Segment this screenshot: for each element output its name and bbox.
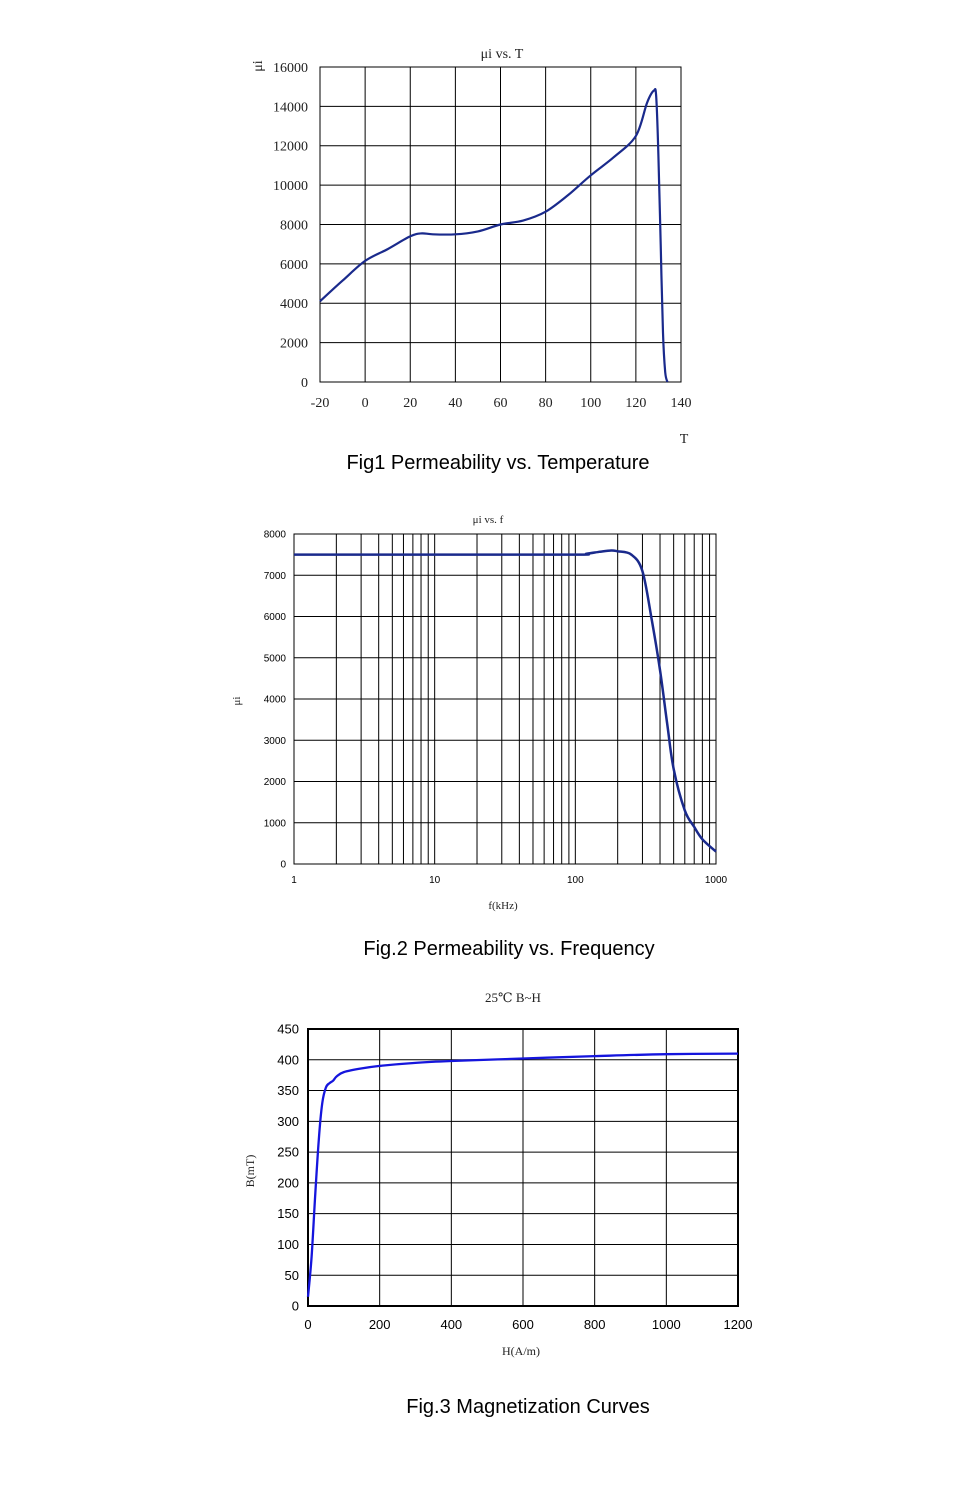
x-tick-label: 100	[567, 875, 584, 886]
chart-magnetization-curve: 25℃ B~H B(mT) H(A/m) Fig.3 Magnetization…	[243, 990, 752, 1418]
series-line	[294, 549, 717, 853]
series-line	[319, 88, 669, 383]
x-tick-label: 0	[304, 1317, 311, 1332]
y-axis-label: B(mT)	[243, 1155, 257, 1188]
figure-caption: Fig1 Permeability vs. Temperature	[346, 452, 649, 474]
y-tick-label: 7000	[264, 571, 287, 582]
figure-caption: Fig.2 Permeability vs. Frequency	[363, 938, 654, 960]
y-tick-label: 5000	[264, 653, 287, 664]
x-axis-label: T	[680, 432, 689, 447]
y-tick-label: 4000	[264, 695, 287, 706]
y-tick-label: 3000	[264, 736, 287, 747]
y-tick-label: 50	[285, 1268, 299, 1283]
x-tick-label: 140	[671, 396, 692, 411]
y-tick-label: 14000	[273, 100, 308, 115]
x-tick-label: 60	[494, 396, 508, 411]
y-tick-label: 16000	[273, 61, 308, 76]
x-tick-label: 20	[403, 396, 417, 411]
y-tick-label: 0	[280, 860, 286, 871]
y-tick-label: 400	[277, 1052, 299, 1067]
y-tick-label: 6000	[264, 612, 287, 623]
chart-title: μi vs. f	[473, 514, 504, 526]
series-line	[306, 1052, 739, 1297]
chart-title: μi vs. T	[481, 47, 524, 62]
y-tick-label: 2000	[264, 777, 287, 788]
chart-title: 25℃ B~H	[485, 990, 541, 1005]
plot-frame	[319, 66, 682, 383]
y-tick-label: 150	[277, 1206, 299, 1221]
x-tick-label: 10	[429, 875, 441, 886]
y-axis-label: μi	[231, 697, 243, 706]
x-tick-label: 800	[584, 1317, 606, 1332]
y-tick-label: 100	[277, 1237, 299, 1252]
x-tick-label: 100	[580, 396, 601, 411]
y-axis-label: μi	[251, 60, 266, 72]
y-tick-label: 6000	[280, 258, 308, 273]
y-tick-label: 200	[277, 1175, 299, 1190]
y-tick-label: 250	[277, 1145, 299, 1160]
y-tick-label: 10000	[273, 179, 308, 194]
x-tick-label: 400	[440, 1317, 462, 1332]
x-tick-label: 1	[291, 875, 297, 886]
y-tick-label: 0	[292, 1299, 299, 1314]
chart-permeability-vs-frequency: μi vs. f μi f(kHz) Fig.2 Permeability vs…	[231, 514, 728, 960]
x-tick-label: 1000	[652, 1317, 681, 1332]
y-tick-label: 1000	[264, 818, 287, 829]
x-tick-label: 0	[362, 396, 369, 411]
y-tick-label: 300	[277, 1114, 299, 1129]
x-tick-label: 200	[369, 1317, 391, 1332]
chart-permeability-vs-temperature: μi vs. T μi T Fig1 Permeability vs. Temp…	[251, 47, 692, 474]
x-tick-label: 40	[448, 396, 462, 411]
x-tick-label: 80	[539, 396, 553, 411]
y-tick-label: 0	[301, 376, 308, 391]
figure-caption: Fig.3 Magnetization Curves	[406, 1396, 649, 1418]
y-tick-label: 8000	[264, 530, 287, 541]
y-tick-label: 2000	[280, 337, 308, 352]
x-tick-label: 1200	[724, 1317, 753, 1332]
x-tick-label: 600	[512, 1317, 534, 1332]
y-tick-label: 4000	[280, 297, 308, 312]
y-tick-label: 450	[277, 1022, 299, 1037]
x-tick-label: 1000	[705, 875, 728, 886]
x-axis-label: f(kHz)	[488, 900, 518, 912]
y-tick-label: 350	[277, 1083, 299, 1098]
x-tick-label: 120	[625, 396, 646, 411]
plot-frame	[293, 533, 717, 865]
y-tick-label: 8000	[280, 218, 308, 233]
plot-frame	[307, 1028, 739, 1307]
x-tick-label: -20	[311, 396, 330, 411]
y-tick-label: 12000	[273, 140, 308, 155]
x-axis-label: H(A/m)	[502, 1344, 540, 1358]
